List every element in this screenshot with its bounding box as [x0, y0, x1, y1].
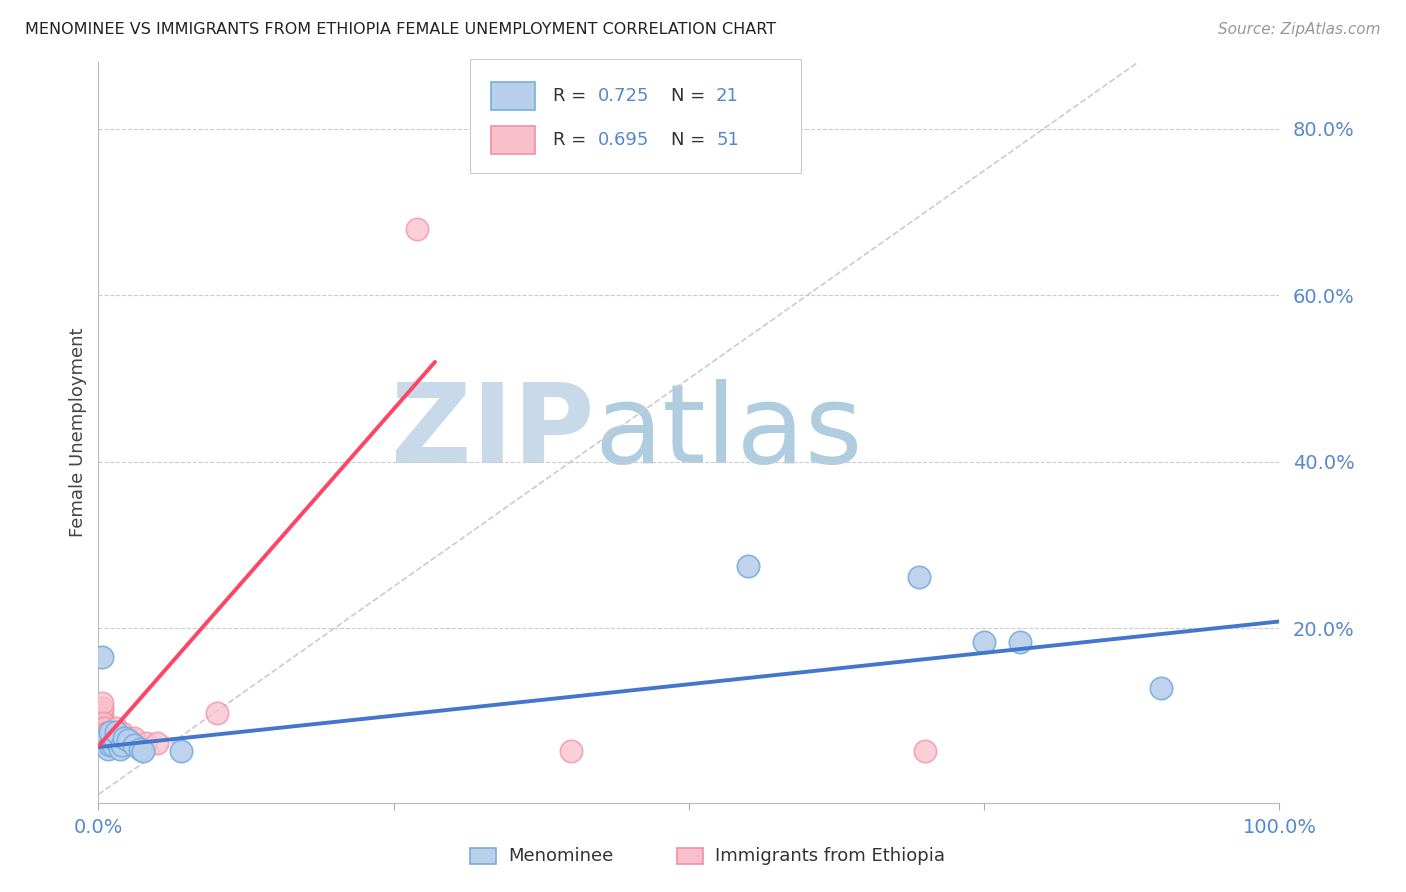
Point — [117, 731, 139, 745]
Point — [105, 736, 128, 750]
Text: 0.725: 0.725 — [598, 87, 650, 104]
Point — [96, 731, 118, 745]
Point — [98, 725, 121, 739]
Text: 0.695: 0.695 — [598, 131, 650, 149]
Point — [98, 736, 121, 750]
Point — [91, 706, 114, 720]
Point — [108, 731, 131, 745]
Text: R =: R = — [553, 131, 592, 149]
Point — [914, 744, 936, 758]
Point — [105, 721, 128, 735]
Point — [91, 726, 114, 740]
Point — [105, 731, 128, 745]
Text: 51: 51 — [716, 131, 740, 149]
Point — [91, 736, 114, 750]
Point — [122, 731, 145, 745]
Point — [97, 741, 120, 756]
FancyBboxPatch shape — [491, 126, 536, 154]
Point — [91, 731, 114, 745]
Point — [101, 738, 124, 752]
Point — [108, 741, 131, 756]
Point — [135, 736, 157, 750]
Point — [91, 715, 114, 730]
Point — [170, 744, 193, 758]
Point — [973, 635, 995, 649]
Point — [128, 741, 150, 756]
FancyBboxPatch shape — [471, 59, 801, 173]
Point — [737, 558, 759, 573]
Point — [122, 738, 145, 752]
Text: N =: N = — [671, 87, 711, 104]
Point — [98, 736, 121, 750]
Text: atlas: atlas — [595, 379, 863, 486]
Point — [93, 733, 115, 747]
Point — [97, 731, 120, 745]
FancyBboxPatch shape — [491, 82, 536, 110]
Point — [146, 736, 169, 750]
Point — [205, 706, 228, 720]
Point — [91, 696, 114, 710]
Point — [91, 721, 114, 735]
Point — [122, 736, 145, 750]
Point — [908, 569, 931, 583]
Point — [406, 222, 429, 236]
Point — [93, 726, 115, 740]
Point — [93, 721, 115, 735]
Point — [117, 733, 139, 747]
Text: Menominee: Menominee — [508, 847, 613, 865]
Point — [91, 650, 114, 665]
Point — [111, 736, 134, 750]
Point — [94, 736, 117, 750]
Point — [1008, 635, 1031, 649]
Text: N =: N = — [671, 131, 711, 149]
Point — [117, 736, 139, 750]
Text: Immigrants from Ethiopia: Immigrants from Ethiopia — [714, 847, 945, 865]
Point — [91, 736, 114, 750]
Point — [98, 731, 121, 745]
Point — [1150, 681, 1173, 695]
FancyBboxPatch shape — [471, 848, 496, 864]
Text: Source: ZipAtlas.com: Source: ZipAtlas.com — [1218, 22, 1381, 37]
Point — [105, 726, 128, 740]
Point — [101, 736, 124, 750]
Text: 21: 21 — [716, 87, 740, 104]
Point — [108, 736, 131, 750]
Point — [91, 721, 114, 735]
Point — [132, 744, 155, 758]
Text: R =: R = — [553, 87, 592, 104]
Point — [98, 726, 121, 740]
FancyBboxPatch shape — [678, 848, 703, 864]
Point — [101, 731, 124, 745]
Point — [111, 726, 134, 740]
Point — [91, 726, 114, 740]
Point — [91, 731, 114, 745]
Point — [91, 715, 114, 730]
Point — [104, 733, 127, 747]
Y-axis label: Female Unemployment: Female Unemployment — [69, 328, 87, 537]
Point — [97, 736, 120, 750]
Point — [105, 725, 128, 739]
Point — [111, 731, 134, 745]
Point — [91, 711, 114, 725]
Point — [560, 744, 582, 758]
Point — [91, 701, 114, 715]
Point — [111, 738, 134, 752]
Point — [93, 731, 115, 745]
Point — [93, 736, 115, 750]
Point — [94, 726, 117, 740]
Point — [94, 731, 117, 745]
Point — [98, 738, 121, 752]
Text: MENOMINEE VS IMMIGRANTS FROM ETHIOPIA FEMALE UNEMPLOYMENT CORRELATION CHART: MENOMINEE VS IMMIGRANTS FROM ETHIOPIA FE… — [25, 22, 776, 37]
Text: ZIP: ZIP — [391, 379, 595, 486]
Point — [112, 731, 135, 745]
Point — [97, 726, 120, 740]
Point — [96, 736, 118, 750]
